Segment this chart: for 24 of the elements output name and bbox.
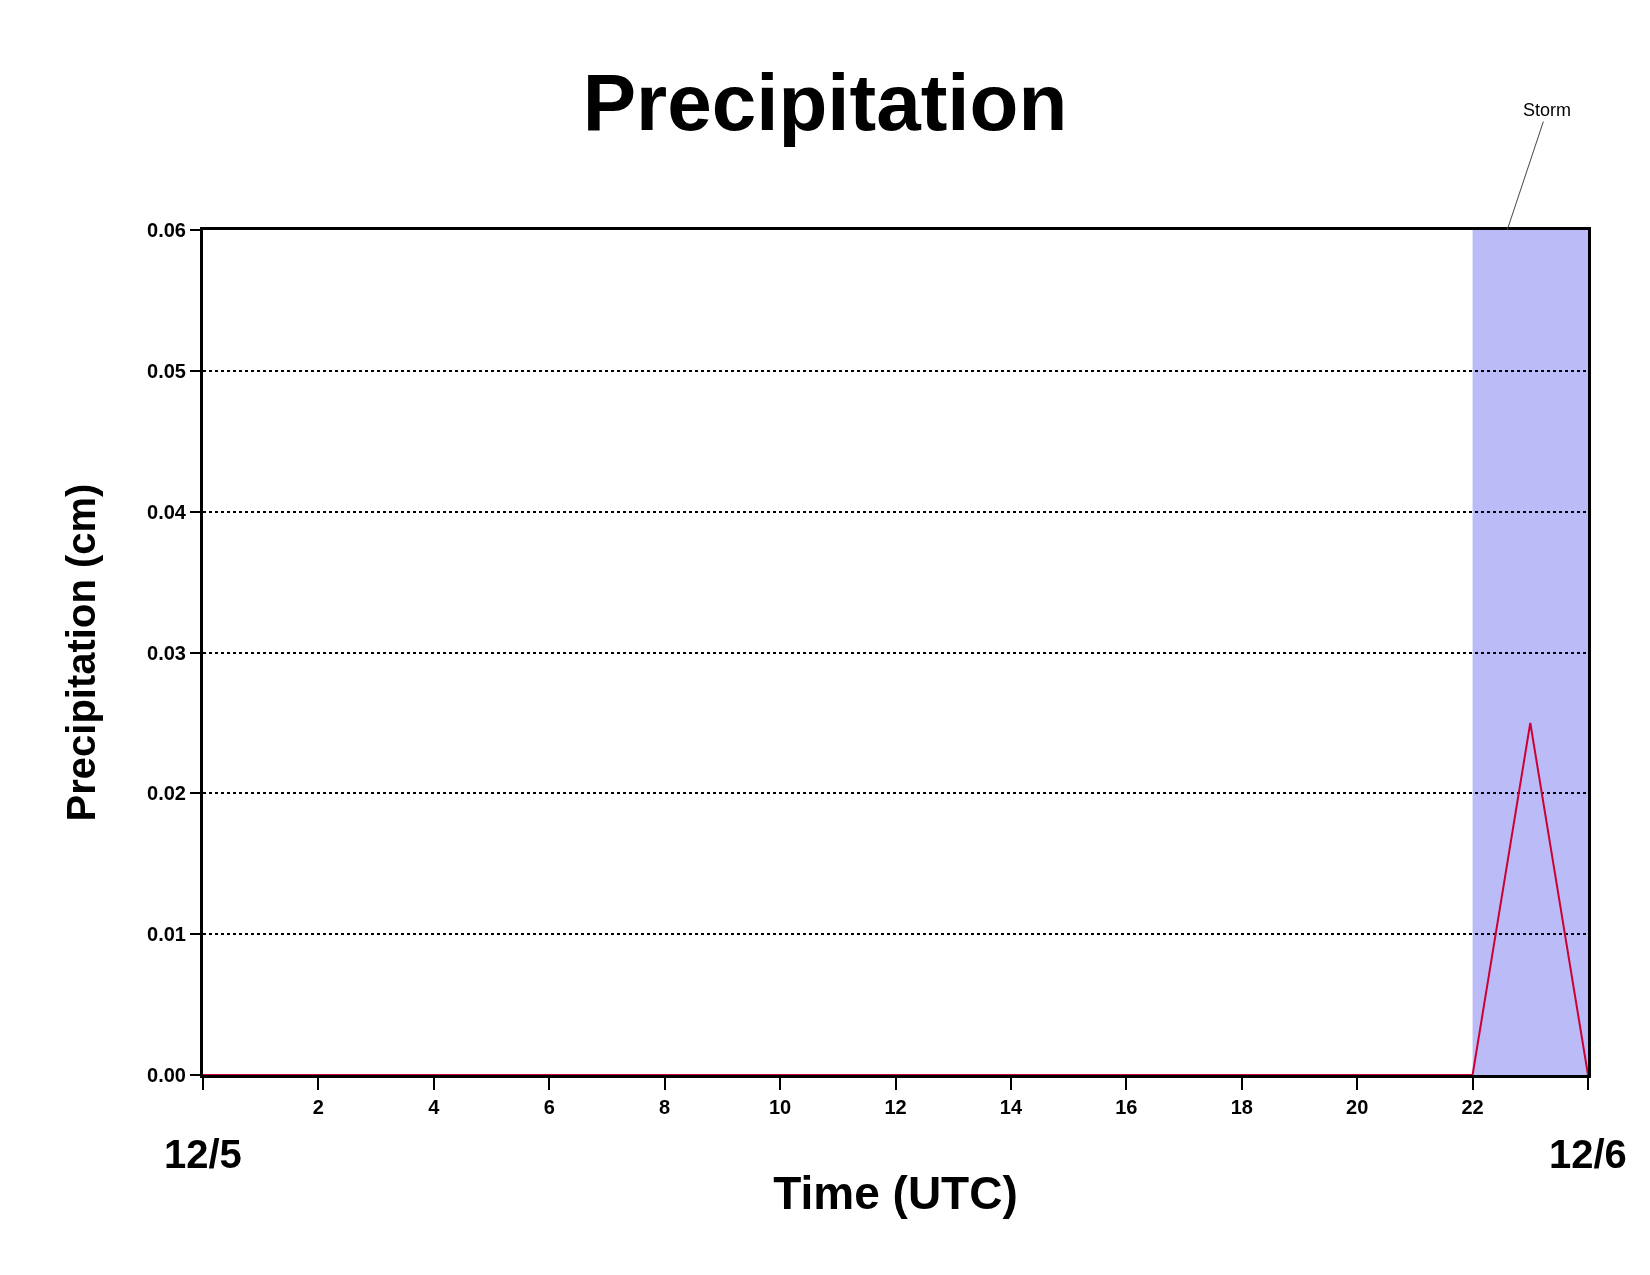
x-tick-label: 16 — [1115, 1096, 1138, 1118]
x-tick-label: 2 — [312, 1096, 324, 1118]
x-tick-label: 22 — [1461, 1096, 1484, 1118]
chart-title: Precipitation — [582, 58, 1068, 147]
y-tick-label: 0.04 — [147, 500, 187, 523]
text: 12/5 — [164, 1132, 242, 1176]
annotation: Storm — [1523, 100, 1572, 120]
x-tick-label: 10 — [768, 1096, 792, 1118]
y-tick-label: 0.02 — [147, 782, 186, 805]
x-axis-title: Time (UTC) — [773, 1166, 1018, 1219]
x-tick-label: 6 — [543, 1096, 555, 1118]
x-tick-label: 14 — [999, 1096, 1023, 1118]
x-tick-label: 18 — [1230, 1096, 1253, 1118]
x-tick-label: 20 — [1346, 1096, 1369, 1118]
y-tick-label: 0.06 — [147, 219, 186, 241]
y-axis-title: Precipitation (cm) — [58, 483, 103, 822]
x-tick-label: 12 — [884, 1096, 907, 1118]
x-tick-label: 4 — [428, 1096, 441, 1118]
text: 12/6 — [1549, 1132, 1627, 1176]
y-tick-label: 0.01 — [147, 923, 186, 946]
x-tick-label: 8 — [659, 1096, 671, 1118]
y-tick-label: 0.00 — [147, 1064, 186, 1086]
y-tick-label: 0.03 — [147, 641, 186, 664]
y-tick-label: 0.05 — [147, 359, 186, 382]
